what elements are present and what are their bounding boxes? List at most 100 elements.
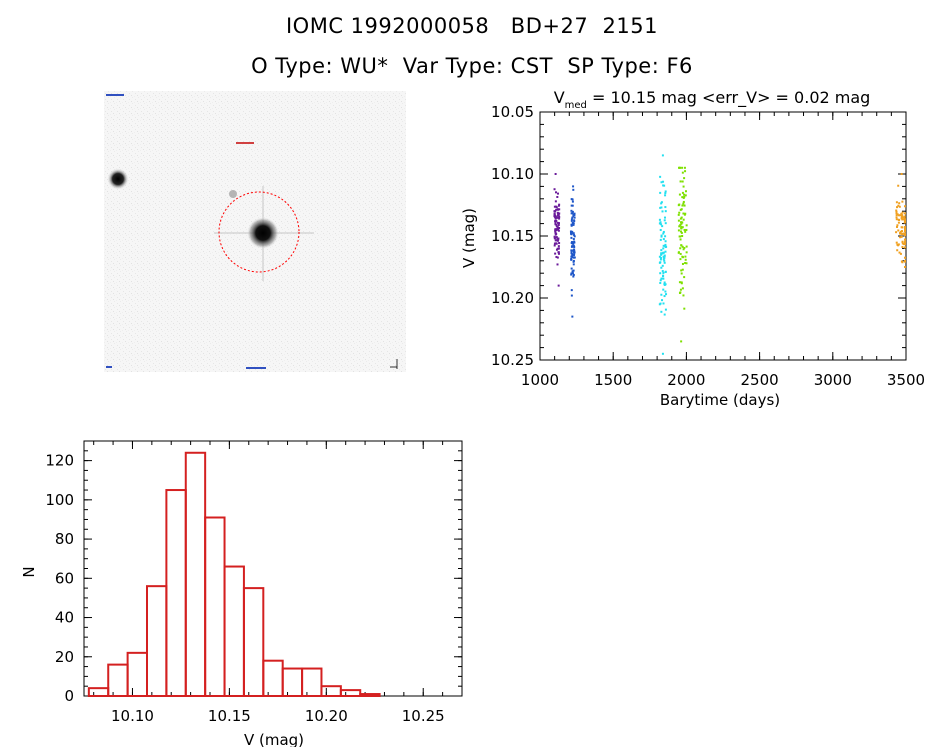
data-point — [677, 219, 680, 222]
data-point — [659, 272, 662, 275]
data-point — [571, 315, 574, 318]
faint-star — [229, 190, 237, 198]
data-point — [680, 221, 683, 224]
data-point — [659, 261, 662, 264]
data-point — [681, 171, 684, 174]
data-point — [662, 302, 665, 305]
data-point — [679, 252, 682, 255]
x-tick-label: 3000 — [814, 371, 852, 389]
data-point — [679, 217, 682, 220]
y-tick-label: 0 — [64, 687, 74, 705]
x-tick-label: 1500 — [594, 371, 632, 389]
data-point — [554, 191, 557, 194]
data-point — [660, 223, 663, 226]
y-tick-label: 80 — [55, 530, 74, 548]
data-point — [904, 228, 906, 231]
data-point — [557, 222, 560, 225]
data-point — [900, 216, 903, 219]
data-point — [554, 200, 557, 203]
image-label-bottom-center — [246, 367, 266, 369]
data-point — [684, 194, 687, 197]
data-point — [557, 247, 560, 250]
data-point — [553, 210, 556, 213]
data-point — [662, 180, 665, 183]
data-point — [680, 208, 683, 211]
data-point — [660, 206, 663, 209]
data-point — [557, 238, 560, 241]
data-point — [557, 252, 560, 255]
data-point — [664, 243, 667, 246]
data-point — [680, 222, 683, 225]
data-point — [678, 292, 681, 295]
data-point — [677, 251, 680, 254]
data-point — [660, 277, 663, 280]
data-point — [897, 184, 900, 187]
y-tick-label: 40 — [55, 609, 74, 627]
data-point — [573, 235, 576, 238]
data-point — [570, 236, 573, 239]
data-point — [570, 224, 573, 227]
data-point — [662, 271, 665, 274]
data-point — [558, 215, 561, 218]
data-point — [661, 264, 664, 267]
data-point — [570, 249, 573, 252]
data-point — [681, 226, 684, 229]
data-point — [558, 208, 561, 211]
data-point — [664, 308, 667, 311]
data-point — [895, 225, 898, 228]
data-point — [555, 242, 558, 245]
light-curve-xlabel: Barytime (days) — [660, 391, 780, 409]
data-point — [680, 340, 683, 343]
data-point — [571, 210, 574, 213]
data-point — [685, 245, 688, 248]
data-point — [895, 241, 898, 244]
data-point — [678, 166, 681, 169]
data-point — [683, 307, 686, 310]
y-tick-label: 100 — [45, 491, 74, 509]
histogram-frame — [83, 440, 463, 697]
data-point — [660, 249, 663, 252]
data-point — [555, 232, 558, 235]
data-point — [555, 248, 558, 251]
data-point — [662, 277, 665, 280]
data-point — [662, 288, 665, 291]
data-point — [900, 226, 903, 229]
data-point — [557, 208, 560, 211]
data-point — [661, 270, 664, 273]
data-point — [554, 231, 557, 234]
data-point — [658, 303, 661, 306]
data-point — [553, 212, 556, 215]
data-point — [897, 244, 900, 247]
data-point — [662, 184, 665, 187]
data-point — [661, 210, 664, 213]
data-point — [554, 173, 557, 175]
data-point — [662, 258, 665, 261]
image-label-top-center — [236, 142, 254, 144]
data-point — [554, 215, 557, 218]
data-point — [677, 229, 680, 232]
data-point — [679, 288, 682, 291]
data-point — [680, 216, 683, 219]
data-point — [664, 240, 667, 243]
data-point — [553, 242, 556, 245]
histogram-xlabel: V (mag) — [244, 731, 304, 747]
data-point — [660, 202, 663, 205]
data-point — [659, 258, 662, 261]
data-point — [572, 275, 575, 278]
histogram-bar — [262, 659, 284, 698]
data-point — [896, 213, 899, 216]
data-point — [663, 283, 666, 286]
data-point — [682, 200, 685, 203]
data-point — [570, 233, 573, 236]
data-point — [659, 256, 662, 259]
data-point — [659, 238, 662, 241]
data-point — [660, 252, 663, 255]
data-point — [901, 245, 904, 248]
data-point — [570, 204, 573, 207]
data-point — [555, 216, 558, 219]
data-point — [555, 236, 558, 239]
data-point — [662, 244, 665, 247]
data-point — [554, 222, 557, 225]
data-point — [903, 215, 906, 218]
data-point — [661, 352, 664, 355]
